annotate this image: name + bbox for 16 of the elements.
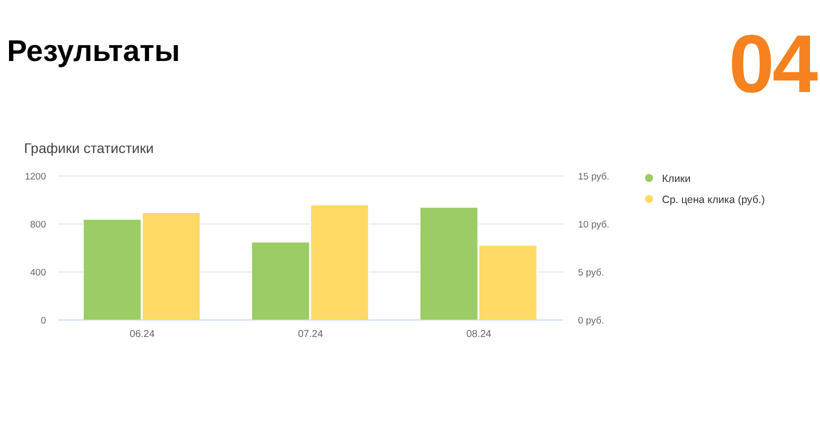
y2-tick-label: 0 руб. — [578, 315, 604, 326]
legend-label: Клики — [662, 172, 691, 187]
legend-label: Ср. цена клика (руб.) — [662, 193, 765, 208]
y-tick-label: 0 — [40, 315, 46, 326]
chart-subtitle: Графики статистики — [24, 140, 154, 156]
y-tick-label: 800 — [30, 219, 46, 230]
y-tick-label: 400 — [30, 267, 46, 278]
y-tick-label: 1200 — [24, 171, 46, 182]
y2-tick-label: 5 руб. — [578, 267, 604, 278]
y2-tick-label: 10 руб. — [578, 219, 610, 230]
chart-title: Результаты — [7, 35, 180, 69]
text: 04 — [728, 19, 816, 111]
x-tick-label: 08.24 — [466, 329, 492, 340]
x-tick-label: 06.24 — [130, 329, 156, 340]
x-tick-label: 07.24 — [298, 329, 324, 340]
y2-tick-label: 15 руб. — [578, 171, 610, 182]
